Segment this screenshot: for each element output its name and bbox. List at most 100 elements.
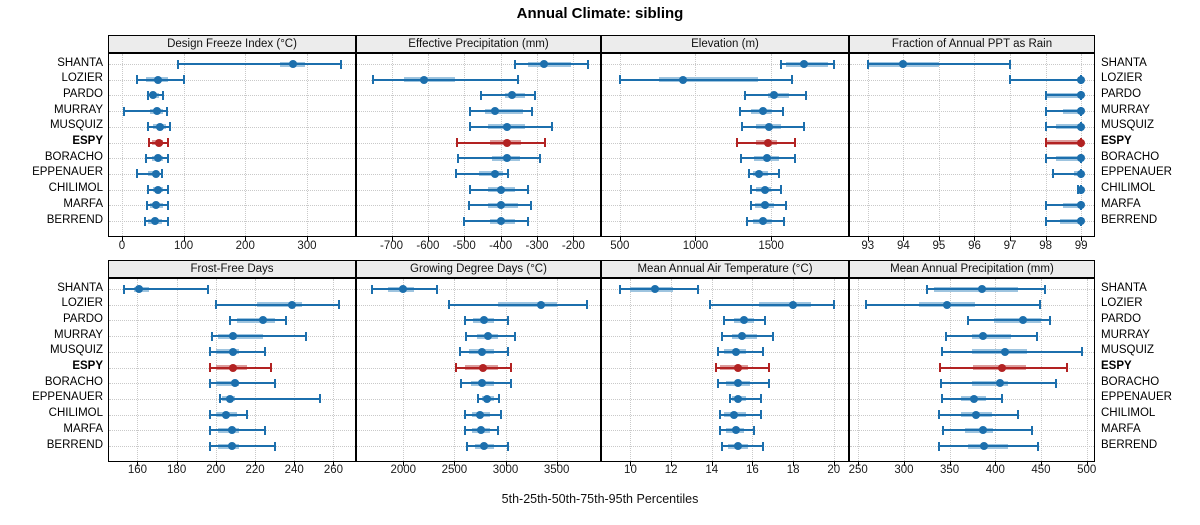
gridline-x [215,279,217,461]
interval-cap-low [463,425,466,435]
percentiles-footer: 5th-25th-50th-75th-95th Percentiles [501,492,699,506]
interval-median-lozier [537,300,546,309]
interval-median-murray [153,107,162,116]
axis-tick [215,462,217,466]
interval-cap-high [273,378,276,388]
interval-median-marfa [477,426,485,435]
interval-cap-low [457,153,460,163]
gridline-y [602,205,848,207]
interval-median-boracho [231,379,240,388]
interval-median-lozier [288,300,297,309]
gridline-y [850,126,1094,128]
interval-median-chilimol [760,185,769,194]
interval-cap-high [771,331,774,341]
interval-cap-high [779,185,782,195]
interval-median-boracho [153,154,162,163]
interval-cap-high [526,216,529,226]
gridline-x [427,54,429,236]
interval-cap-low [448,300,451,310]
interval-whisker-berrend [463,220,528,222]
interval-cap-high [340,59,343,69]
interval-cap-high [761,347,764,357]
interval-cap-high [509,378,512,388]
interval-cap-low [146,200,149,210]
interval-cap-low [618,75,621,85]
site-label-right-marfa: MARFA [1101,197,1141,210]
site-label-left-boracho: BORACHO [44,150,103,163]
interval-whisker-musquiz [209,350,265,353]
gridline-x [630,279,632,461]
interval-cap-low [779,59,782,69]
axis-tick [573,237,575,241]
gridline-y [602,158,848,160]
interval-cap-high [753,425,756,435]
gridline-y [357,289,600,290]
interval-whisker-pardo [967,319,1051,322]
gridline-y [602,289,848,290]
interval-cap-low [464,331,467,341]
site-label-right-pardo: PARDO [1101,87,1142,100]
gridline-x [537,54,539,236]
interval-median-boracho [478,379,487,388]
axis-tick-label: 180 [167,464,187,476]
interval-median-shanta [650,285,659,293]
interval-median-lozier [153,75,162,84]
axis-tick-label: -500 [452,240,476,252]
axis-tick [903,462,905,466]
axis-tick-label: 450 [1031,464,1051,476]
site-label-right-boracho: BORACHO [1101,375,1160,388]
interval-cap-low [147,185,150,195]
axis-tick [183,237,185,241]
gridline-y [602,126,848,128]
interval-median-berrend [980,442,989,450]
interval-whisker-shanta [620,288,698,290]
axis-tick [903,237,905,241]
interval-cap-high [269,363,272,372]
interval-cap-low [720,331,723,341]
interval-whisker-marfa [943,429,1032,432]
axis-tick-label: 260 [323,464,344,476]
gridline-y [850,173,1094,175]
axis-tick-label: 240 [284,464,304,476]
interval-cap-high [791,75,794,85]
axis-tick [974,237,976,241]
interval-cap-high [793,153,796,163]
gridline-y [602,189,848,191]
panel-strip-fraction-ppt-rain: Fraction of Annual PPT as Rain [849,35,1095,53]
axis-tick [403,462,405,466]
site-label-right-lozier: LOZIER [1101,297,1143,310]
gridline-y [109,173,355,175]
interval-whisker-berrend [721,445,763,447]
interval-cap-high [500,410,503,420]
gridline-x [573,54,575,236]
gridline-x [695,54,697,236]
axis-tick [121,237,123,241]
interval-median-chilimol [496,185,505,194]
interval-cap-low [735,138,738,147]
interval-whisker-musquiz [470,125,552,128]
gridline-x [183,54,185,236]
interval-whisker-espy [457,141,545,144]
interval-cap-low [177,59,180,69]
interval-cap-high [165,106,168,116]
axis-tick-label: -600 [416,240,440,252]
interval-cap-low [619,284,622,294]
interval-cap-high [833,59,836,69]
interval-cap-low [1044,216,1047,226]
interval-cap-high [784,200,787,210]
interval-median-lozier [1077,75,1086,84]
panel-strip-frost-free-days: Frost-Free Days [108,260,356,278]
interval-cap-low [136,169,139,179]
gridline-y [850,111,1094,113]
axis-tick [695,237,697,241]
interval-median-espy [154,138,163,147]
gridline-y [109,111,355,113]
gridline-x [255,279,257,461]
interval-median-marfa [1077,201,1086,210]
interval-whisker-espy [209,366,271,369]
interval-cap-low [1044,138,1047,147]
interval-whisker-murray [211,335,306,338]
gridline-y [109,158,355,160]
gridline-x [556,279,558,461]
interval-cap-high [759,394,762,404]
